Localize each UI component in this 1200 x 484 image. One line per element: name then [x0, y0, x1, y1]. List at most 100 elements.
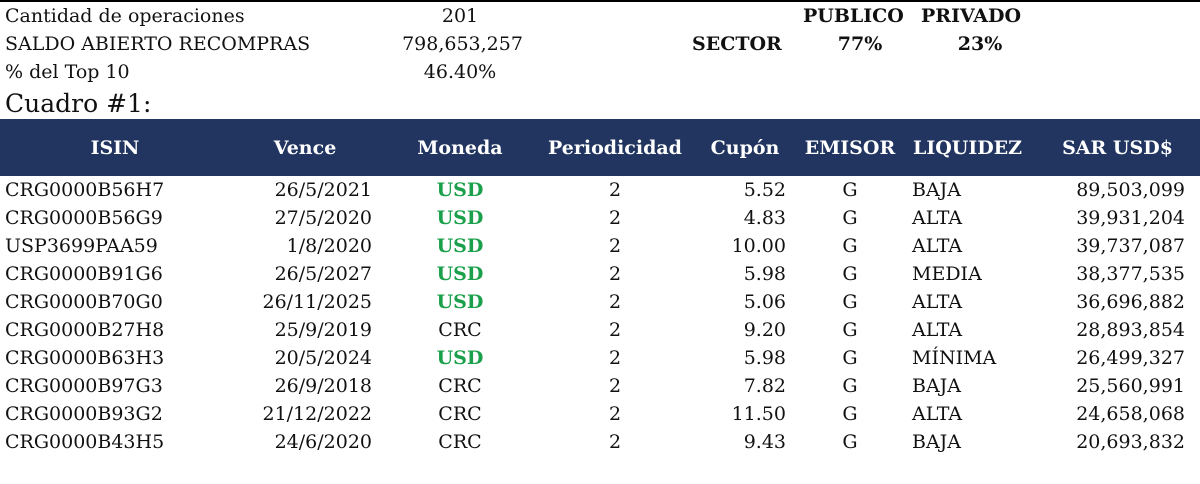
- cell-periodicidad: 2: [608, 375, 622, 397]
- cell-moneda: USD: [436, 291, 484, 313]
- cell-cupon: 5.52: [743, 179, 786, 201]
- cell-isin: CRG0000B93G2: [5, 403, 163, 425]
- table-row: CRG0000B27H8 25/9/2019 CRC 2 9.20 G ALTA 28,893…: [0, 316, 1200, 344]
- cell-sar: 38,377,535: [1076, 263, 1185, 285]
- cell-liquidez: BAJA: [912, 179, 962, 201]
- cell-cupon: 4.83: [743, 207, 786, 229]
- cell-cupon: 5.98: [743, 263, 786, 285]
- table-row: CRG0000B43H5 24/6/2020 CRC 2 9.43 G BAJA 20,693…: [0, 428, 1200, 456]
- cell-vence: 25/9/2019: [274, 319, 372, 341]
- table-header-row: ISIN Vence Moneda Periodicidad Cupón EMI…: [0, 119, 1200, 176]
- cell-vence: 24/6/2020: [274, 431, 372, 453]
- cell-moneda: CRC: [438, 403, 482, 425]
- cell-sar: 89,503,099: [1076, 179, 1185, 201]
- repo-table: ISIN Vence Moneda Periodicidad Cupón EMI…: [0, 119, 1200, 456]
- cell-isin: CRG0000B56G9: [5, 207, 163, 229]
- cell-periodicidad: 2: [608, 403, 622, 425]
- cell-moneda: USD: [436, 179, 484, 201]
- cell-isin: CRG0000B27H8: [5, 319, 165, 341]
- cell-sar: 28,893,854: [1076, 319, 1185, 341]
- cell-cupon: 7.82: [743, 375, 786, 397]
- saldo-value: 798,653,257: [402, 33, 523, 55]
- top10-label: % del Top 10: [5, 61, 130, 83]
- cell-moneda: CRC: [438, 375, 482, 397]
- cell-emisor: G: [842, 263, 858, 285]
- header-isin: ISIN: [0, 119, 230, 176]
- publico-value: 77%: [837, 33, 883, 55]
- cell-moneda: USD: [436, 207, 484, 229]
- header-moneda: Moneda: [380, 119, 540, 176]
- header-vence: Vence: [230, 119, 380, 176]
- cell-cupon: 10.00: [731, 235, 786, 257]
- table-row: CRG0000B56G9 27/5/2020 USD 2 4.83 G ALTA 39,931…: [0, 204, 1200, 232]
- cell-liquidez: BAJA: [912, 431, 962, 453]
- cell-liquidez: MEDIA: [912, 263, 982, 285]
- cell-moneda: CRC: [438, 431, 482, 453]
- cell-periodicidad: 2: [608, 179, 622, 201]
- cell-periodicidad: 2: [608, 291, 622, 313]
- cell-isin: CRG0000B56H7: [5, 179, 165, 201]
- table-row: CRG0000B91G6 26/5/2027 USD 2 5.98 G MEDIA 38,37…: [0, 260, 1200, 288]
- header-cupon: Cupón: [690, 119, 800, 176]
- cell-periodicidad: 2: [608, 207, 622, 229]
- header-emisor: EMISOR: [800, 119, 900, 176]
- cell-vence: 26/9/2018: [274, 375, 372, 397]
- cell-moneda: USD: [436, 347, 484, 369]
- publico-label: PUBLICO: [803, 5, 904, 27]
- cell-isin: CRG0000B70G0: [5, 291, 163, 313]
- cell-sar: 20,693,832: [1076, 431, 1185, 453]
- cell-emisor: G: [842, 403, 858, 425]
- cell-moneda: CRC: [438, 319, 482, 341]
- cell-emisor: G: [842, 207, 858, 229]
- cell-emisor: G: [842, 179, 858, 201]
- cell-liquidez: MÍNIMA: [912, 347, 997, 369]
- cell-vence: 26/5/2027: [274, 263, 372, 285]
- privado-value: 23%: [957, 33, 1003, 55]
- cell-sar: 39,931,204: [1076, 207, 1185, 229]
- cell-emisor: G: [842, 431, 858, 453]
- cell-periodicidad: 2: [608, 235, 622, 257]
- table-row: USP3699PAA59 1/8/2020 USD 2 10.00 G ALTA 39,737…: [0, 232, 1200, 260]
- cell-liquidez: ALTA: [912, 291, 963, 313]
- cell-cupon: 5.06: [743, 291, 786, 313]
- cell-sar: 25,560,991: [1076, 375, 1185, 397]
- cell-isin: CRG0000B63H3: [5, 347, 165, 369]
- top10-value: 46.40%: [423, 61, 497, 83]
- cell-isin: USP3699PAA59: [5, 235, 158, 257]
- cell-cupon: 5.98: [743, 347, 786, 369]
- cell-isin: CRG0000B43H5: [5, 431, 165, 453]
- cell-emisor: G: [842, 291, 858, 313]
- cell-liquidez: ALTA: [912, 319, 963, 341]
- header-liquidez: LIQUIDEZ: [900, 119, 1035, 176]
- sector-label: SECTOR: [692, 33, 782, 55]
- cell-emisor: G: [842, 347, 858, 369]
- cell-vence: 26/5/2021: [274, 179, 372, 201]
- table-row: CRG0000B70G0 26/11/2025 USD 2 5.06 G ALTA 36,69…: [0, 288, 1200, 316]
- cell-isin: CRG0000B91G6: [5, 263, 163, 285]
- header-sar: SAR USD$: [1035, 119, 1200, 176]
- cell-periodicidad: 2: [608, 319, 622, 341]
- table-row: CRG0000B63H3 20/5/2024 USD 2 5.98 G MÍNIMA 26,4…: [0, 344, 1200, 372]
- cell-sar: 26,499,327: [1076, 347, 1185, 369]
- saldo-label: SALDO ABIERTO RECOMPRAS: [5, 33, 311, 55]
- cell-sar: 24,658,068: [1076, 403, 1185, 425]
- cell-emisor: G: [842, 375, 858, 397]
- cell-vence: 26/11/2025: [262, 291, 372, 313]
- cell-emisor: G: [842, 319, 858, 341]
- cell-moneda: USD: [436, 263, 484, 285]
- cell-sar: 36,696,882: [1076, 291, 1185, 313]
- table-title: Cuadro #1:: [5, 89, 152, 118]
- cell-vence: 1/8/2020: [286, 235, 372, 257]
- cell-moneda: USD: [436, 235, 484, 257]
- table-row: CRG0000B56H7 26/5/2021 USD 2 5.52 G BAJA 89,503…: [0, 176, 1200, 204]
- top-border: [0, 0, 1200, 2]
- cell-sar: 39,737,087: [1076, 235, 1185, 257]
- table-row: CRG0000B93G2 21/12/2022 CRC 2 11.50 G ALTA 24,6…: [0, 400, 1200, 428]
- cell-cupon: 9.20: [743, 319, 786, 341]
- table-row: CRG0000B97G3 26/9/2018 CRC 2 7.82 G BAJA 25,560…: [0, 372, 1200, 400]
- cell-cupon: 11.50: [731, 403, 786, 425]
- cell-liquidez: ALTA: [912, 403, 963, 425]
- cell-liquidez: BAJA: [912, 375, 962, 397]
- cell-isin: CRG0000B97G3: [5, 375, 163, 397]
- header-periodicidad: Periodicidad: [540, 119, 690, 176]
